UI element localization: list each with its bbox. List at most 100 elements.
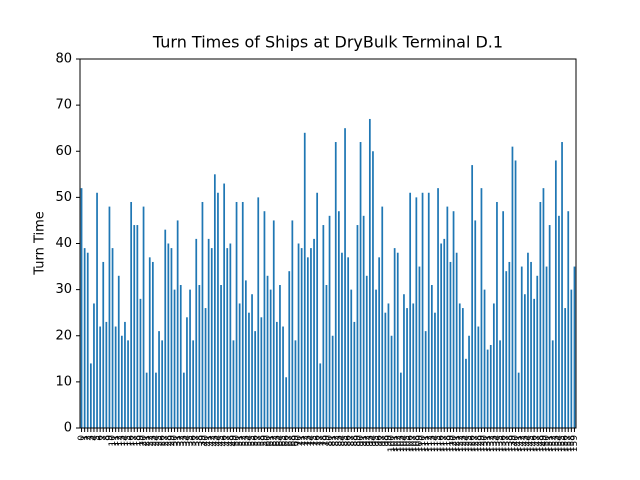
x-tick-label: 157 [564, 435, 574, 452]
chart-title: Turn Times of Ships at DryBulk Terminal … [152, 33, 503, 52]
x-tick-label: 152 [548, 435, 558, 452]
x-tick-label: 68 [288, 435, 298, 447]
bar [108, 206, 111, 428]
bar [192, 340, 195, 428]
plot-frame [79, 58, 577, 429]
bar [142, 206, 145, 428]
x-tick-label: 142 [517, 435, 527, 452]
x-tick-label: 156 [561, 435, 571, 452]
x-tick-label: 62 [269, 435, 279, 446]
bar [306, 257, 309, 428]
bar [449, 261, 452, 428]
x-tick-label: 17 [130, 435, 140, 446]
bar [492, 303, 495, 428]
bar [381, 206, 384, 428]
bar [530, 261, 532, 428]
x-tick-label: 76 [313, 435, 323, 447]
bar [238, 303, 241, 428]
x-tick-label: 138 [505, 435, 515, 452]
bar [105, 321, 108, 428]
bar [564, 308, 567, 428]
x-tick-label: 77 [316, 435, 326, 446]
bar [424, 331, 427, 428]
x-tick-label: 91 [359, 435, 369, 446]
x-tick-label: 112 [424, 435, 434, 452]
x-tick-label: 134 [492, 435, 502, 452]
x-tick-label: 60 [263, 435, 273, 447]
x-tick-label: 113 [427, 435, 437, 452]
x-tick-label: 107 [409, 435, 419, 452]
bar [427, 192, 430, 428]
x-tick-label: 95 [372, 435, 382, 446]
bar [551, 340, 554, 428]
x-tick-label: 3 [86, 435, 96, 441]
x-tick-label: 69 [291, 435, 301, 447]
bar [269, 289, 272, 428]
x-tick-label: 57 [254, 435, 264, 446]
bar [275, 321, 278, 428]
bar [313, 238, 315, 428]
x-tick-label: 37 [192, 435, 202, 446]
x-tick-label: 81 [328, 435, 338, 446]
x-tick-label: 114 [430, 435, 440, 452]
x-tick-label: 83 [334, 435, 344, 446]
bar [285, 377, 288, 428]
bar [179, 285, 182, 428]
bar [545, 266, 548, 428]
x-tick-label: 59 [260, 435, 270, 447]
bar [344, 128, 346, 428]
bar [148, 257, 151, 428]
x-tick-label: 108 [412, 435, 422, 452]
bar [406, 308, 408, 428]
bar [229, 243, 232, 428]
x-tick-label: 2 [83, 435, 93, 441]
x-tick-label: 24 [151, 435, 161, 447]
x-tick-label: 50 [232, 435, 242, 447]
bar [480, 188, 483, 428]
x-tick-label: 110 [418, 435, 428, 452]
bar [409, 192, 412, 428]
x-tick-label: 85 [341, 435, 351, 446]
bar [145, 372, 148, 428]
bar [223, 183, 226, 428]
bar [430, 285, 433, 428]
x-tick-label: 124 [461, 435, 471, 452]
bar [527, 252, 529, 428]
x-tick-label: 46 [220, 435, 230, 447]
bar [316, 192, 319, 428]
bar [437, 188, 439, 428]
y-tick-label: 10 [55, 374, 72, 389]
bar [303, 132, 306, 429]
bar [561, 142, 563, 428]
bar [567, 211, 570, 428]
x-tick-label: 48 [226, 435, 236, 447]
bar [102, 261, 105, 428]
x-tick-label: 158 [567, 435, 577, 452]
x-tick-label: 125 [465, 435, 475, 452]
bar [375, 289, 377, 428]
x-tick-label: 159 [570, 435, 580, 452]
x-tick-label: 30 [170, 435, 180, 447]
bar [471, 165, 474, 428]
bar [161, 340, 164, 428]
x-tick-label: 99 [384, 435, 394, 447]
bar [474, 220, 477, 428]
bar [573, 266, 576, 428]
x-tick-label: 135 [496, 435, 506, 452]
bar [387, 303, 390, 428]
x-tick-label: 148 [536, 435, 546, 452]
bar [452, 211, 455, 428]
bar [207, 238, 210, 428]
bar [300, 248, 303, 428]
bar [399, 372, 402, 428]
bar [322, 225, 325, 428]
x-tick-label: 58 [257, 435, 267, 447]
x-tick-label: 94 [368, 435, 378, 447]
x-tick-label: 141 [514, 435, 524, 452]
bar [86, 252, 89, 428]
bar [189, 289, 191, 428]
x-tick-label: 100 [387, 435, 397, 452]
bar [465, 358, 467, 428]
bar [514, 160, 517, 428]
x-tick-label: 10 [108, 435, 118, 447]
